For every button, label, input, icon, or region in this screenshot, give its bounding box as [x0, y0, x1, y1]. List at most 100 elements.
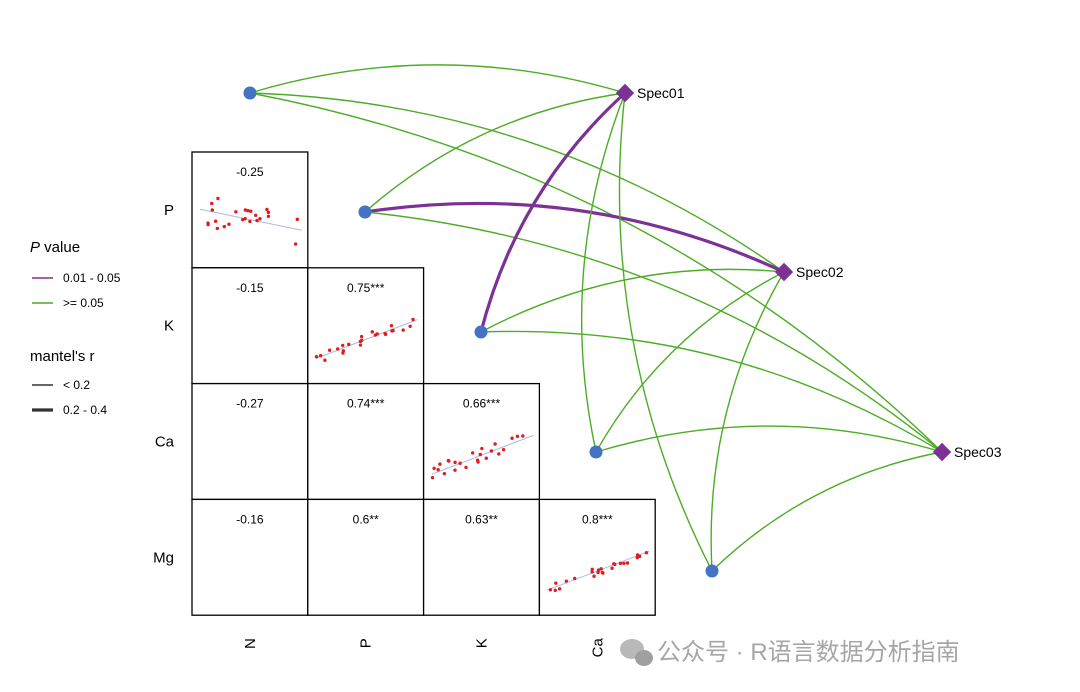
- legend-p-label-p1: 0.01 - 0.05: [63, 271, 121, 285]
- node-label-spec01: Spec01: [637, 85, 685, 101]
- scatter-point: [592, 574, 596, 578]
- scatter-point: [266, 214, 271, 219]
- legend-r-label-r2: 0.2 - 0.4: [63, 403, 107, 417]
- scatter-point: [390, 329, 394, 333]
- scatter-point: [438, 462, 442, 466]
- node-label-spec02: Spec02: [796, 264, 844, 280]
- correlation-label: -0.15: [236, 281, 264, 295]
- scatter-point: [610, 566, 614, 570]
- scatter-point: [227, 222, 231, 226]
- scatter-point: [564, 579, 569, 583]
- scatter-point: [493, 442, 497, 446]
- node-mg: [705, 564, 719, 578]
- scatter-point: [470, 451, 475, 455]
- correlation-label: -0.25: [236, 165, 264, 179]
- cell-k-n: -0.15: [191, 267, 309, 385]
- scatter-point: [408, 324, 412, 328]
- scatter-point: [373, 333, 378, 337]
- link-spec03-n: [249, 92, 943, 453]
- scatter-point: [501, 447, 506, 452]
- cell-border: [422, 382, 541, 501]
- scatter-point: [210, 201, 214, 206]
- scatter-point: [318, 353, 323, 358]
- cell-border: [307, 267, 425, 385]
- scatter-point: [464, 465, 468, 470]
- node-spec02: [774, 262, 794, 282]
- scatter-point: [370, 330, 374, 334]
- scatter-point: [521, 434, 525, 438]
- scatter-point: [249, 209, 253, 213]
- scatter-point: [359, 338, 364, 343]
- scatter-point: [618, 561, 623, 566]
- scatter-point: [359, 334, 364, 339]
- link-spec02-mg: [710, 271, 785, 572]
- scatter-point: [234, 210, 238, 214]
- scatter-point: [411, 317, 415, 322]
- legend-r-title: mantel's r: [30, 348, 95, 365]
- scatter-point: [572, 576, 577, 581]
- node-k: [474, 325, 488, 339]
- scatter-point: [644, 551, 649, 555]
- watermark: 公众号 · R语言数据分析指南: [620, 639, 960, 666]
- node-label-spec03: Spec03: [954, 444, 1002, 460]
- scatter-point: [557, 587, 562, 591]
- cell-mg-n: -0.16: [191, 498, 309, 616]
- node-n: [243, 86, 257, 100]
- link-spec03-mg: [711, 451, 943, 572]
- correlation-label: -0.16: [236, 512, 264, 526]
- correlation-label: 0.66***: [463, 397, 501, 411]
- trend-line: [431, 434, 534, 475]
- wechat-logo: [620, 639, 653, 666]
- correlation-label: 0.63**: [465, 512, 498, 526]
- scatter-point: [295, 217, 299, 222]
- scatter-point: [206, 222, 210, 227]
- scatter-point: [453, 468, 457, 472]
- scatter-point: [240, 217, 245, 222]
- scatter-point: [401, 328, 405, 332]
- scatter-point: [612, 562, 616, 566]
- scatter-point: [430, 475, 435, 480]
- col-label-k: K: [474, 638, 491, 648]
- correlation-label: 0.8***: [582, 512, 613, 526]
- scatter-point: [432, 466, 436, 471]
- cell-p-n: -0.25: [191, 151, 309, 269]
- cell-mg-ca: 0.8***: [538, 498, 656, 616]
- link-spec01-n: [249, 64, 626, 94]
- scatter-point: [358, 343, 363, 347]
- wechat-bubble-small: [635, 650, 653, 666]
- scatter-point: [389, 323, 394, 328]
- cell-mg-k: 0.63**: [422, 498, 541, 616]
- scatter-point: [383, 332, 388, 337]
- link-spec01-k: [479, 91, 627, 334]
- scatter-point: [246, 208, 250, 213]
- scatter-point: [336, 347, 340, 351]
- scatter-point: [484, 456, 488, 460]
- link-spec01-mg: [618, 92, 713, 572]
- scatter-point: [635, 555, 639, 560]
- node-ca: [589, 445, 603, 459]
- cell-ca-n: -0.27: [191, 382, 309, 501]
- legend-r-label-r1: < 0.2: [63, 378, 90, 392]
- correlogram-grid: -0.25 -0.15 0.75*** -0.27 0.74*** 0.66*** -0.1…: [153, 151, 656, 658]
- row-label-mg: Mg: [153, 549, 174, 566]
- scatter-point: [314, 355, 319, 359]
- link-spec03-ca: [595, 425, 943, 453]
- cell-ca-k: 0.66***: [422, 382, 541, 501]
- scatter-point: [340, 343, 345, 348]
- scatter-point: [253, 213, 258, 217]
- scatter-point: [347, 342, 351, 347]
- cell-border: [307, 498, 425, 616]
- scatter-point: [510, 436, 514, 440]
- col-label-n: N: [242, 638, 259, 649]
- scatter-point: [622, 561, 626, 566]
- legend-p-title-italic: P: [30, 239, 40, 256]
- col-label-p: P: [358, 638, 375, 648]
- cell-k-p: 0.75***: [307, 267, 425, 385]
- col-label-ca: Ca: [589, 638, 606, 658]
- link-spec01-p: [364, 92, 626, 213]
- scatter-point: [215, 226, 220, 231]
- legend: P value 0.01 - 0.05 >= 0.05 mantel's r < 0.2…: [30, 239, 121, 417]
- scatter-point: [480, 446, 484, 451]
- scatter-point: [327, 348, 332, 352]
- scatter-point: [323, 358, 327, 362]
